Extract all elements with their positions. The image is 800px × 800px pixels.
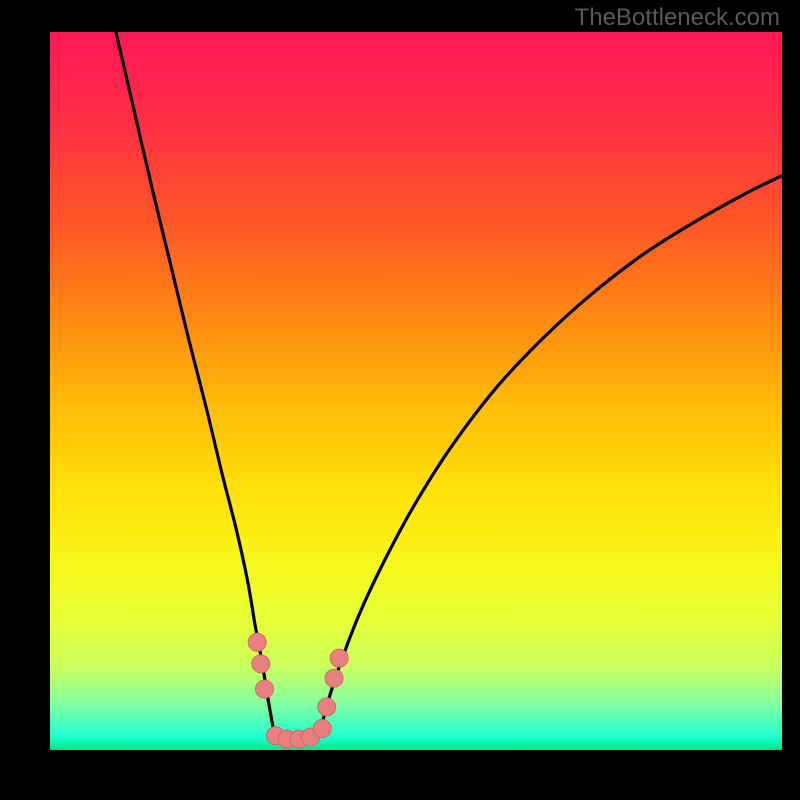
- marker-point-1: [252, 655, 270, 673]
- marker-point-0: [248, 633, 266, 651]
- plot-area: [50, 32, 782, 750]
- marker-point-2: [255, 680, 273, 698]
- marker-point-9: [325, 669, 343, 687]
- marker-point-8: [318, 698, 336, 716]
- marker-point-7: [313, 719, 331, 737]
- marker-point-10: [330, 649, 348, 667]
- gradient-background: [50, 32, 782, 750]
- watermark-text: TheBottleneck.com: [575, 4, 780, 32]
- chart-frame: TheBottleneck.com: [0, 0, 800, 800]
